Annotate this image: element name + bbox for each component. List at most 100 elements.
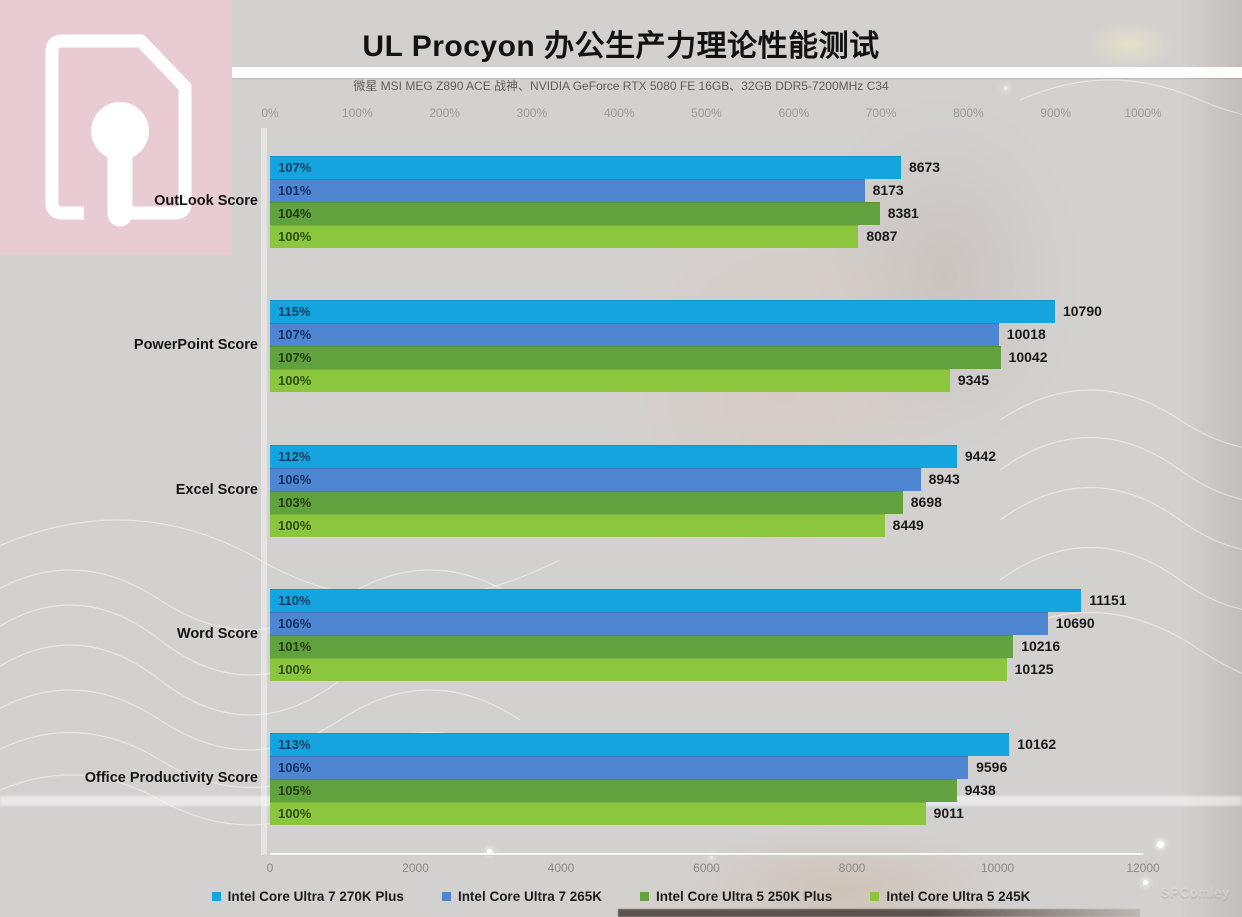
top-axis-tick: 300% <box>516 106 548 120</box>
legend-marker <box>441 892 451 901</box>
bar: 100% <box>270 369 950 393</box>
legend-marker <box>211 892 221 901</box>
legend-label: Intel Core Ultra 7 270K Plus <box>227 889 404 904</box>
category-label: OutLook Score <box>154 193 258 209</box>
legend-item: Intel Core Ultra 5 245K <box>870 889 1030 904</box>
bar-percent-label: 105% <box>278 783 312 799</box>
bar-percent-label: 112% <box>278 448 311 464</box>
legend-label: Intel Core Ultra 7 265K <box>457 889 602 904</box>
bar-value-label: 9442 <box>964 447 997 464</box>
bar-value-label: 9596 <box>976 759 1008 776</box>
bar-value-label: 11151 <box>1089 591 1127 608</box>
bottom-axis-tick: 8000 <box>838 861 866 875</box>
bar-value-label: 10042 <box>1008 349 1048 366</box>
bar-value-label: 9345 <box>957 372 989 389</box>
bar: 106% <box>270 756 969 780</box>
bar: 100% <box>270 802 926 826</box>
watermark: SPComley <box>1160 885 1230 900</box>
top-axis-tick: 900% <box>1040 106 1072 120</box>
bar-value-label: 8381 <box>887 205 919 221</box>
bar: 100% <box>270 657 1007 681</box>
category-label: PowerPoint Score <box>133 337 258 354</box>
bar-value-label: 9011 <box>933 805 964 822</box>
bar-percent-label: 115% <box>278 304 311 320</box>
category-label: Word Score <box>176 625 258 642</box>
bar-value-label: 8449 <box>892 516 924 533</box>
logo <box>0 0 232 255</box>
document-pin-icon <box>45 34 192 227</box>
legend-label: Intel Core Ultra 5 245K <box>886 889 1031 904</box>
bar: 106% <box>270 467 921 491</box>
bar-percent-label: 106% <box>278 760 312 776</box>
left-axis-column <box>261 128 267 855</box>
bar-value-label: 10216 <box>1021 637 1061 654</box>
category-label: Excel Score <box>175 481 258 498</box>
bar-value-label: 8087 <box>866 228 898 244</box>
bar: 105% <box>270 779 957 803</box>
top-axis-tick: 700% <box>865 106 897 120</box>
legend-marker <box>870 892 880 901</box>
bar: 100% <box>270 513 885 537</box>
bar-percent-label: 107% <box>278 327 312 343</box>
bar-value-label: 8943 <box>928 470 960 487</box>
bar-percent-label: 100% <box>278 229 312 244</box>
bar-value-label: 8173 <box>872 182 904 198</box>
sparkle-dot <box>487 849 492 854</box>
legend-item: Intel Core Ultra 7 270K Plus <box>211 889 404 904</box>
bar-percent-label: 107% <box>278 160 312 175</box>
top-axis-tick: 800% <box>953 106 984 120</box>
bar-value-label: 10125 <box>1014 660 1054 677</box>
bar-value-label: 10690 <box>1055 614 1095 631</box>
bottom-axis-tick: 6000 <box>693 861 720 875</box>
sparkle-dot <box>710 856 713 859</box>
bottom-axis-tick: 2000 <box>402 861 429 875</box>
bar-percent-label: 103% <box>278 494 312 510</box>
bar-percent-label: 100% <box>278 661 312 677</box>
bar: 112% <box>270 444 957 468</box>
top-axis-tick: 0% <box>261 106 279 120</box>
bar: 110% <box>270 588 1082 612</box>
bottom-photo-shadow <box>618 909 1140 917</box>
bar-value-label: 9438 <box>964 782 996 799</box>
sparkle-dot <box>1004 86 1008 90</box>
page-title: UL Procyon 办公生产力理论性能测试 <box>362 30 880 63</box>
page-subtitle: 微星 MSI MEG Z890 ACE 战神、NVIDIA GeForce RT… <box>353 79 889 93</box>
bottom-axis-line <box>270 853 1143 856</box>
legend-item: Intel Core Ultra 5 250K Plus <box>640 889 832 904</box>
legend: Intel Core Ultra 7 270K Plus Intel Core U… <box>0 889 1242 904</box>
bar-percent-label: 101% <box>278 183 312 198</box>
bottom-axis-tick: 0 <box>266 861 274 875</box>
category-label: Office Productivity Score <box>84 770 258 787</box>
bar-value-label: 8698 <box>910 493 942 510</box>
bar: 104% <box>270 202 880 225</box>
bar-percent-label: 107% <box>278 350 312 366</box>
bar: 107% <box>270 156 901 179</box>
bottom-axis-tick: 4000 <box>547 861 575 875</box>
bar-value-label: 10162 <box>1017 736 1057 753</box>
top-axis-tick: 500% <box>691 106 722 120</box>
bar-value-label: 10790 <box>1062 303 1102 320</box>
bar-percent-label: 100% <box>278 806 312 822</box>
bar-percent-label: 104% <box>278 206 312 221</box>
bar-percent-label: 106% <box>278 615 312 631</box>
top-axis-tick: 1000% <box>1124 106 1162 120</box>
bar-value-label: 10018 <box>1006 326 1046 343</box>
sparkle-dot <box>1157 841 1164 848</box>
bar: 101% <box>270 179 865 202</box>
top-axis-tick: 600% <box>778 106 810 120</box>
bar: 115% <box>270 300 1055 324</box>
top-axis-tick: 400% <box>603 106 635 120</box>
bar: 101% <box>270 634 1014 658</box>
bar-percent-label: 113% <box>278 737 311 753</box>
bottom-axis-tick: 12000 <box>1126 861 1160 875</box>
legend-marker <box>640 892 649 901</box>
top-axis-tick: 200% <box>429 106 460 120</box>
bar: 107% <box>270 346 1001 370</box>
bar-percent-label: 106% <box>278 471 312 487</box>
bar: 106% <box>270 611 1048 635</box>
bar: 113% <box>270 733 1010 757</box>
legend-item: Intel Core Ultra 7 265K <box>441 889 602 904</box>
bar: 100% <box>270 225 859 248</box>
bar-percent-label: 110% <box>278 592 311 608</box>
